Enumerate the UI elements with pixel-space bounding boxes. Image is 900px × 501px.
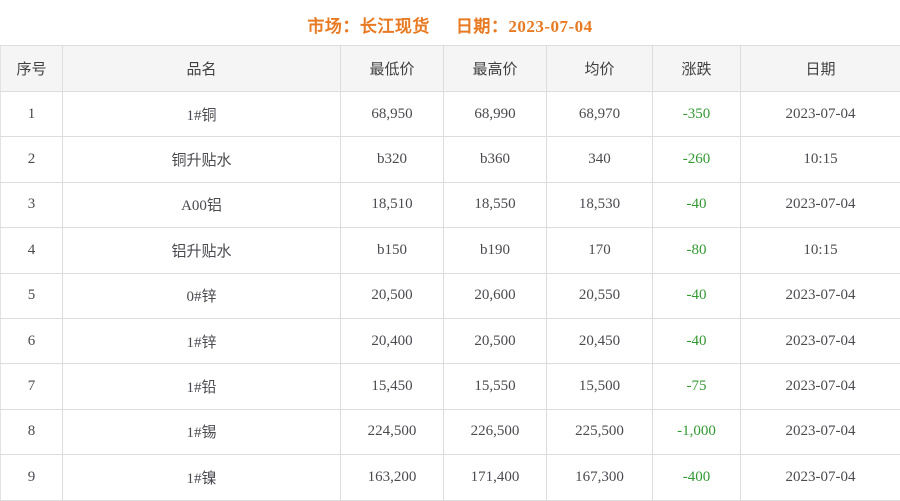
cell-name: 1#铜 <box>63 92 341 137</box>
cell-low: b150 <box>341 228 444 273</box>
col-header-high: 最高价 <box>444 46 547 92</box>
cell-index: 5 <box>1 273 63 318</box>
cell-change: -350 <box>653 92 741 137</box>
cell-index: 7 <box>1 364 63 409</box>
cell-index: 8 <box>1 409 63 454</box>
cell-date: 10:15 <box>741 137 900 182</box>
cell-date: 2023-07-04 <box>741 364 900 409</box>
cell-avg: 20,450 <box>547 318 653 363</box>
col-header-index: 序号 <box>1 46 63 92</box>
cell-name: 铝升贴水 <box>63 228 341 273</box>
cell-change: -40 <box>653 182 741 227</box>
cell-low: 15,450 <box>341 364 444 409</box>
cell-change: -1,000 <box>653 409 741 454</box>
cell-high: 18,550 <box>444 182 547 227</box>
cell-date: 2023-07-04 <box>741 455 900 500</box>
cell-index: 4 <box>1 228 63 273</box>
cell-name: 0#锌 <box>63 273 341 318</box>
col-header-low: 最低价 <box>341 46 444 92</box>
cell-low: 68,950 <box>341 92 444 137</box>
cell-avg: 20,550 <box>547 273 653 318</box>
cell-high: 171,400 <box>444 455 547 500</box>
table-header-row: 序号 品名 最低价 最高价 均价 涨跌 日期 <box>1 46 900 92</box>
cell-index: 3 <box>1 182 63 227</box>
cell-change: -40 <box>653 273 741 318</box>
cell-change: -75 <box>653 364 741 409</box>
page-title: 市场：长江现货 日期：2023-07-04 <box>0 0 900 45</box>
market-label: 市场：长江现货 <box>307 17 430 36</box>
cell-low: 224,500 <box>341 409 444 454</box>
col-header-change: 涨跌 <box>653 46 741 92</box>
cell-date: 2023-07-04 <box>741 182 900 227</box>
col-header-date: 日期 <box>741 46 900 92</box>
cell-high: b190 <box>444 228 547 273</box>
cell-avg: 68,970 <box>547 92 653 137</box>
cell-name: 铜升贴水 <box>63 137 341 182</box>
cell-name: 1#锡 <box>63 409 341 454</box>
cell-low: 163,200 <box>341 455 444 500</box>
cell-avg: 225,500 <box>547 409 653 454</box>
cell-change: -40 <box>653 318 741 363</box>
cell-high: 226,500 <box>444 409 547 454</box>
cell-name: 1#铅 <box>63 364 341 409</box>
cell-date: 10:15 <box>741 228 900 273</box>
cell-name: 1#镍 <box>63 455 341 500</box>
cell-avg: 15,500 <box>547 364 653 409</box>
cell-change: -260 <box>653 137 741 182</box>
cell-change: -80 <box>653 228 741 273</box>
cell-index: 2 <box>1 137 63 182</box>
cell-date: 2023-07-04 <box>741 409 900 454</box>
cell-index: 9 <box>1 455 63 500</box>
cell-index: 6 <box>1 318 63 363</box>
cell-high: 15,550 <box>444 364 547 409</box>
date-label: 日期：2023-07-04 <box>456 17 593 36</box>
cell-date: 2023-07-04 <box>741 273 900 318</box>
cell-name: 1#锌 <box>63 318 341 363</box>
cell-avg: 170 <box>547 228 653 273</box>
cell-low: 20,400 <box>341 318 444 363</box>
cell-low: b320 <box>341 137 444 182</box>
cell-low: 18,510 <box>341 182 444 227</box>
cell-avg: 340 <box>547 137 653 182</box>
cell-name: A00铝 <box>63 182 341 227</box>
cell-index: 1 <box>1 92 63 137</box>
cell-date: 2023-07-04 <box>741 92 900 137</box>
col-header-avg: 均价 <box>547 46 653 92</box>
col-header-name: 品名 <box>63 46 341 92</box>
cell-high: 68,990 <box>444 92 547 137</box>
cell-avg: 18,530 <box>547 182 653 227</box>
cell-high: 20,500 <box>444 318 547 363</box>
cell-avg: 167,300 <box>547 455 653 500</box>
cell-change: -400 <box>653 455 741 500</box>
cell-low: 20,500 <box>341 273 444 318</box>
cell-date: 2023-07-04 <box>741 318 900 363</box>
cell-high: b360 <box>444 137 547 182</box>
cell-high: 20,600 <box>444 273 547 318</box>
